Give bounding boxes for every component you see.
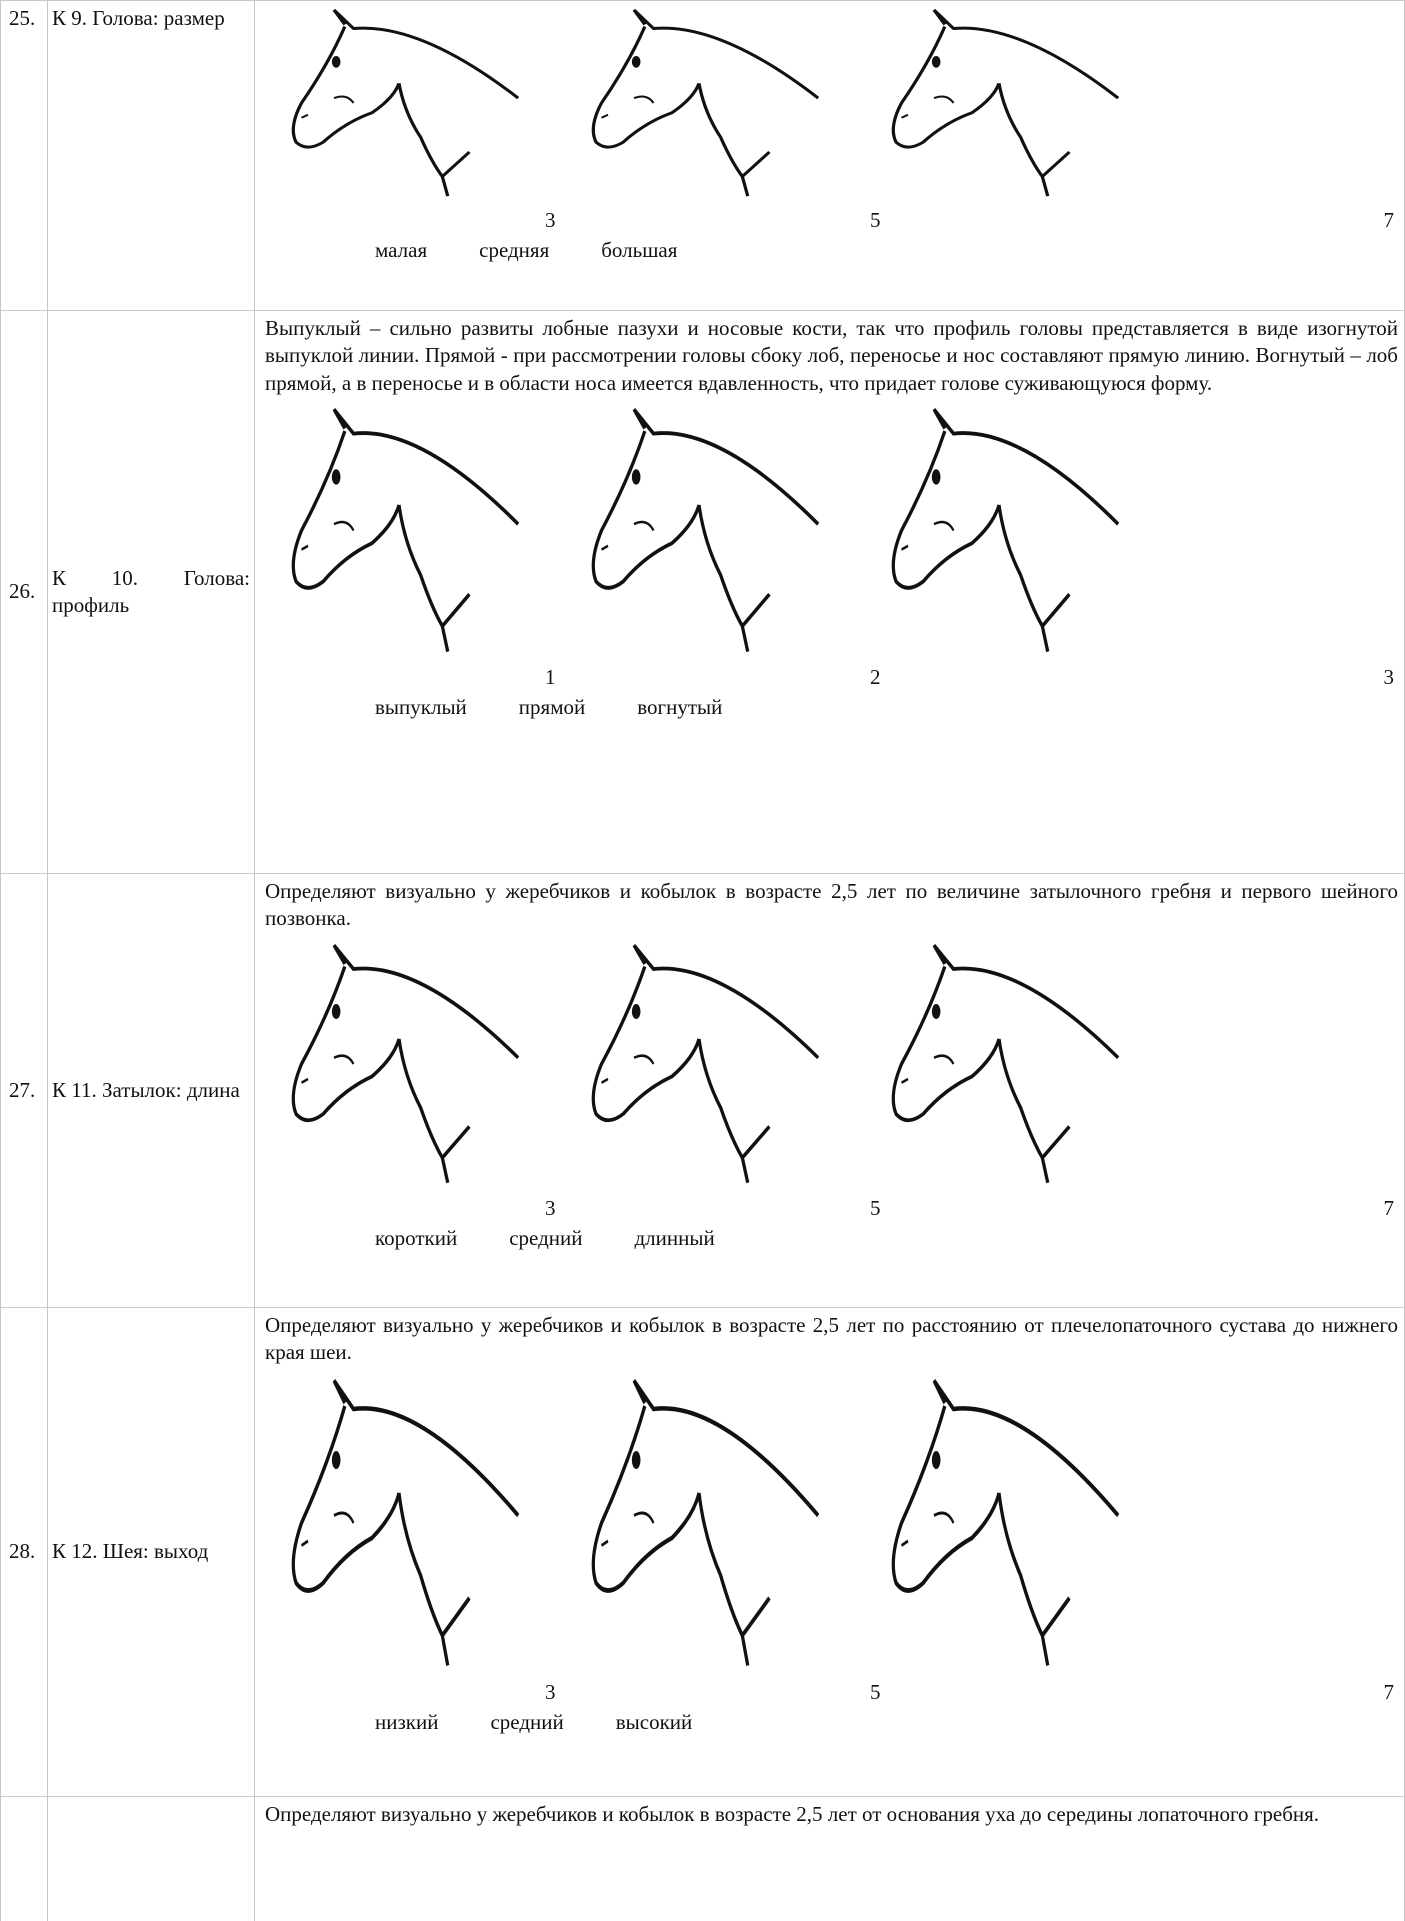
score: 2: [870, 664, 881, 689]
description: Определяют визуально у жеребчиков и кобы…: [265, 879, 1398, 931]
row-number: 27.: [9, 1077, 36, 1102]
grade: малая: [375, 238, 428, 262]
content-cell: Определяют визуально у жеребчиков и кобы…: [254, 1307, 1405, 1797]
score: 7: [1383, 1679, 1395, 1704]
horse-illustration: [869, 1373, 1129, 1673]
content-cell: Определяют визуально у жеребчиков и кобы…: [254, 873, 1405, 1308]
content-cell: Определяют визуально у жеребчиков и кобы…: [254, 1796, 1405, 1921]
illustrations: [265, 5, 1398, 201]
label-cell: К 10. Голова: профиль: [47, 310, 255, 874]
horse-drawing: [893, 1380, 1118, 1665]
criterion-label: К 11. Затылок: длина: [52, 1077, 240, 1102]
illustrations: [265, 403, 1398, 658]
row-number: 28.: [9, 1539, 36, 1564]
horse-illustration: [269, 1373, 529, 1673]
table-row: 25. К 9. Голова: размер 3 5 7 малая средняя бол…: [0, 0, 1405, 311]
grade: вогнутый: [637, 694, 723, 719]
scores: 3 5 7: [265, 207, 1398, 237]
horse-illustration: [869, 5, 1129, 201]
scores: 3 5 7: [265, 1679, 1398, 1709]
content-cell: 3 5 7 малая средняя большая: [254, 0, 1405, 311]
horse-drawing: [593, 409, 818, 651]
horse-drawing: [593, 945, 818, 1183]
criterion-label: К 9. Голова: размер: [52, 6, 225, 30]
number-cell: 27.: [0, 873, 48, 1308]
grade: средний: [509, 1225, 583, 1250]
description: Выпуклый – сильно развиты лобные пазухи …: [265, 316, 1398, 395]
horse-illustration: [569, 1373, 829, 1673]
grade: средняя: [479, 238, 550, 262]
grades: малая средняя большая: [265, 237, 1398, 267]
number-cell: 26.: [0, 310, 48, 874]
horse-illustration: [269, 939, 529, 1189]
horse-illustration: [569, 403, 829, 658]
row-number: 25.: [9, 6, 36, 30]
horse-drawing: [893, 10, 1118, 196]
score: 3: [1383, 664, 1395, 689]
score: 7: [1383, 208, 1395, 232]
horse-drawing: [293, 945, 518, 1183]
illustrations: [265, 939, 1398, 1189]
horse-illustration: [569, 5, 829, 201]
score: 7: [1383, 1195, 1395, 1220]
grade: большая: [601, 238, 678, 262]
grades: короткий средний длинный: [265, 1225, 1398, 1255]
label-cell: К 11. Затылок: длина: [47, 873, 255, 1308]
table-row: 26. К 10. Голова: профиль Выпуклый – сильн…: [0, 310, 1405, 874]
number-cell: 25.: [0, 0, 48, 311]
horse-illustration: [269, 403, 529, 658]
scores: 3 5 7: [265, 1195, 1398, 1225]
grade: низкий: [375, 1709, 439, 1734]
score: 3: [545, 208, 556, 232]
horse-drawing: [893, 945, 1118, 1183]
description: Определяют визуально у жеребчиков и кобы…: [265, 1802, 1320, 1826]
criterion-label: К 12. Шея: выход: [52, 1539, 209, 1564]
grade: длинный: [634, 1225, 715, 1250]
table-row: 28. К 12. Шея: выход Определяют визуально …: [0, 1307, 1405, 1797]
horse-drawing: [293, 409, 518, 651]
description: Определяют визуально у жеребчиков и кобы…: [265, 1313, 1398, 1365]
score: 5: [870, 208, 881, 232]
row-number: 26.: [9, 579, 36, 604]
horse-drawing: [893, 409, 1118, 651]
table-row: Определяют визуально у жеребчиков и кобы…: [0, 1796, 1405, 1921]
horse-illustration: [269, 5, 529, 201]
content-cell: Выпуклый – сильно развиты лобные пазухи …: [254, 310, 1405, 874]
score: 3: [545, 1195, 556, 1220]
grade: выпуклый: [375, 694, 467, 719]
horse-drawing: [293, 1380, 518, 1665]
scores: 1 2 3: [265, 664, 1398, 694]
horse-illustration: [569, 939, 829, 1189]
horse-drawing: [593, 1380, 818, 1665]
grade: короткий: [375, 1225, 458, 1250]
score: 5: [870, 1679, 881, 1704]
horse-drawing: [293, 10, 518, 196]
horse-illustration: [869, 403, 1129, 658]
grade: прямой: [518, 694, 586, 719]
horse-illustration: [869, 939, 1129, 1189]
horse-drawing: [593, 10, 818, 196]
label-cell: К 9. Голова: размер: [47, 0, 255, 311]
score: 1: [545, 664, 556, 689]
number-cell: 28.: [0, 1307, 48, 1797]
score: 5: [870, 1195, 881, 1220]
number-cell: [0, 1796, 48, 1921]
score: 3: [545, 1679, 556, 1704]
grades: выпуклый прямой вогнутый: [265, 694, 1398, 724]
label-cell: [47, 1796, 255, 1921]
grades: низкий средний высокий: [265, 1709, 1398, 1739]
criterion-label: К 10. Голова: профиль: [52, 565, 250, 617]
table-row: 27. К 11. Затылок: длина Определяют визуал…: [0, 873, 1405, 1308]
label-cell: К 12. Шея: выход: [47, 1307, 255, 1797]
grade: средний: [490, 1709, 564, 1734]
grade: высокий: [615, 1709, 693, 1734]
illustrations: [265, 1373, 1398, 1673]
